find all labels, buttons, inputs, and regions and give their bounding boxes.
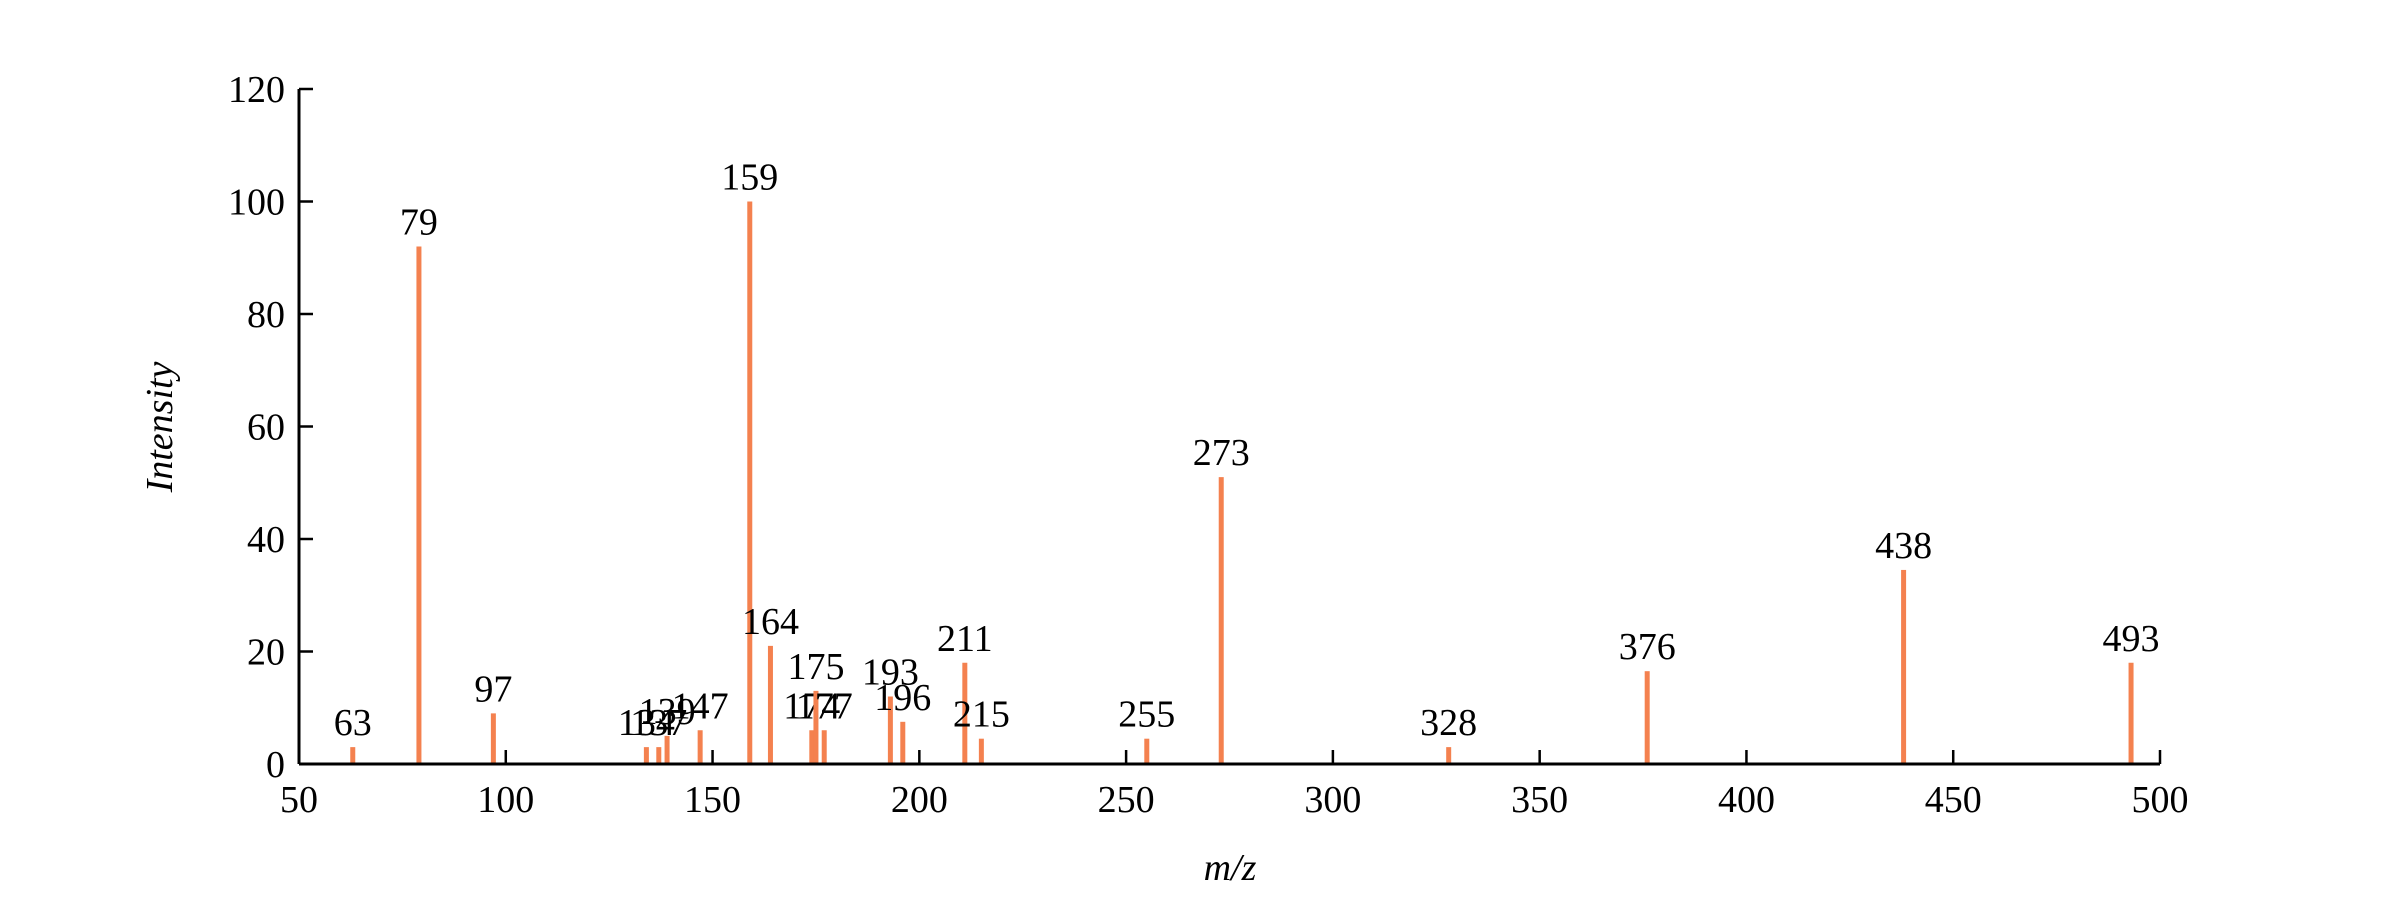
- peak-label: 164: [742, 601, 799, 643]
- y-tick-label: 20: [247, 632, 285, 674]
- peak-label: 273: [1193, 432, 1250, 474]
- y-tick-label: 40: [247, 519, 285, 561]
- peak-label: 97: [474, 668, 512, 710]
- y-tick-label: 80: [247, 294, 285, 336]
- peak: [1144, 738, 1150, 764]
- x-tick-label: 150: [684, 779, 741, 821]
- peak-label: 63: [334, 702, 372, 744]
- peak-label: 137: [630, 702, 687, 744]
- x-tick-label: 300: [1304, 779, 1361, 821]
- peak: [747, 201, 753, 764]
- x-tick-label: 200: [891, 779, 948, 821]
- peak-label: 139: [639, 691, 696, 733]
- peak-label: 174: [783, 685, 840, 727]
- x-tick-label: 350: [1511, 779, 1568, 821]
- peak-label: 493: [2103, 618, 2160, 660]
- peak-label: 438: [1875, 525, 1932, 567]
- peak-label: 147: [672, 685, 729, 727]
- peak-label: 211: [937, 618, 993, 660]
- peak: [1218, 477, 1224, 764]
- peak: [821, 730, 827, 764]
- peak: [697, 730, 703, 764]
- peak: [1644, 671, 1650, 764]
- peak: [490, 713, 496, 764]
- x-tick-label: 500: [2132, 779, 2189, 821]
- peak: [809, 730, 815, 764]
- peak: [962, 662, 968, 764]
- x-tick-label: 450: [1925, 779, 1982, 821]
- peak-label: 79: [400, 202, 438, 244]
- peak: [900, 721, 906, 764]
- peak-label: 215: [953, 694, 1010, 736]
- y-tick-label: 60: [247, 407, 285, 449]
- x-tick-label: 400: [1718, 779, 1775, 821]
- peak: [350, 747, 356, 764]
- y-tick-label: 100: [228, 182, 285, 224]
- peak: [656, 747, 662, 764]
- peak: [767, 645, 773, 764]
- peak: [813, 690, 819, 764]
- peak-label: 376: [1619, 626, 1676, 668]
- peak: [2128, 662, 2134, 764]
- y-tick-label: 120: [228, 69, 285, 111]
- x-tick-label: 250: [1098, 779, 1155, 821]
- peak: [1901, 569, 1907, 764]
- x-tick-label: 50: [280, 779, 318, 821]
- x-tick-label: 100: [477, 779, 534, 821]
- peak: [643, 747, 649, 764]
- peak: [978, 738, 984, 764]
- peak-label: 196: [874, 677, 931, 719]
- peak: [1446, 747, 1452, 764]
- x-axis-label: m/z: [1204, 847, 1257, 889]
- y-tick-label: 0: [266, 744, 285, 786]
- peak-label: 175: [787, 646, 844, 688]
- y-axis-label: Intensity: [139, 361, 181, 493]
- peak-label: 328: [1420, 702, 1477, 744]
- peak: [664, 735, 670, 764]
- peak-label: 159: [721, 157, 778, 199]
- peak-label: 193: [862, 652, 919, 694]
- peak: [416, 246, 422, 764]
- peak: [887, 696, 893, 764]
- peak-label: 177: [796, 685, 853, 727]
- peak-label: 255: [1118, 694, 1175, 736]
